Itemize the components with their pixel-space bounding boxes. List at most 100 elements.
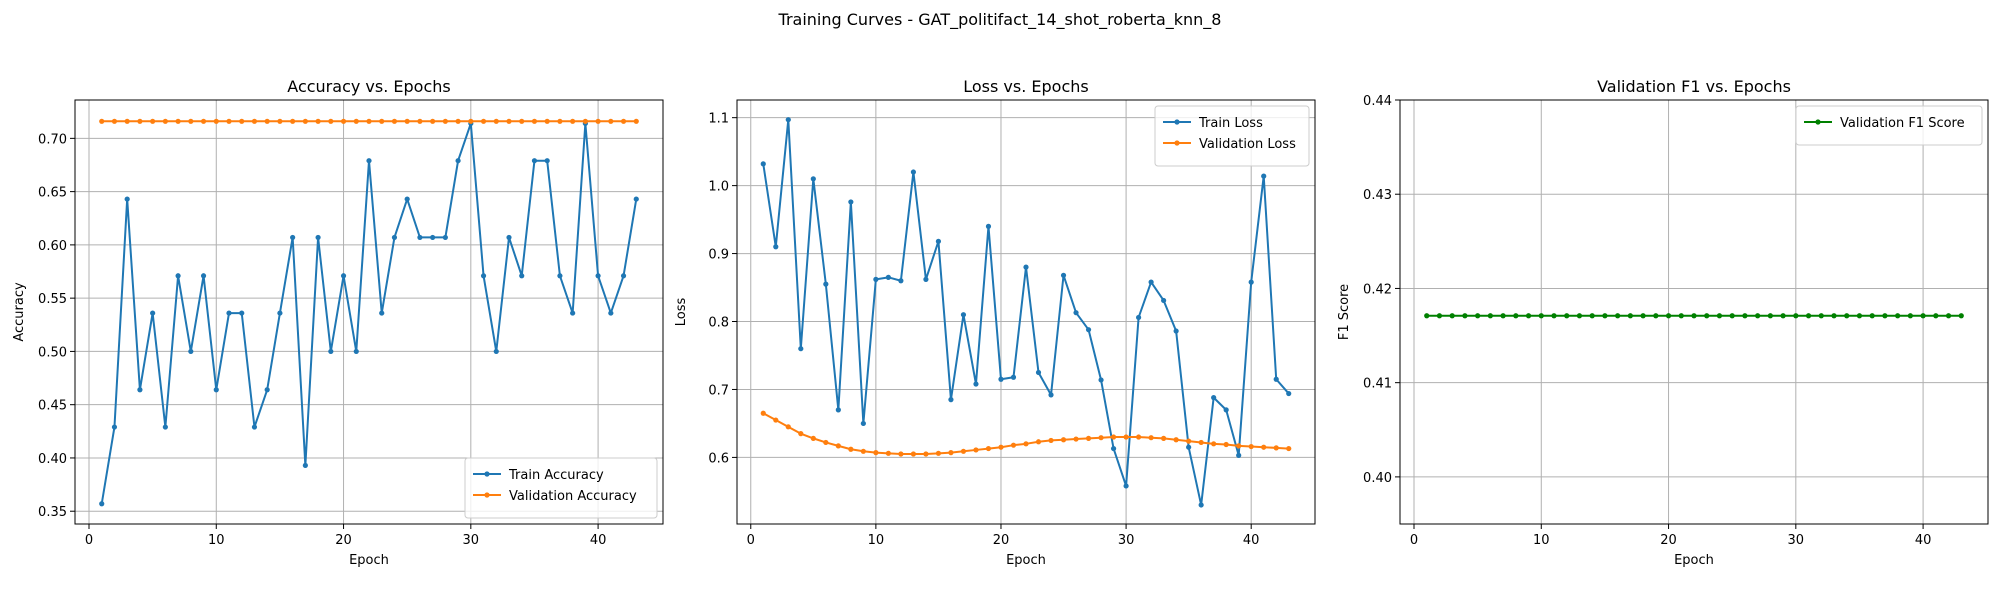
accuracy-validation-accuracy-point [531, 118, 538, 124]
loss-train-loss-point [1048, 392, 1054, 398]
loss-train-loss-point [823, 281, 829, 287]
loss-x-tick-label: 0 [747, 533, 755, 548]
loss-train-loss-point [773, 244, 779, 250]
accuracy-validation-accuracy-point [290, 118, 296, 124]
accuracy-chart-title: Accuracy vs. Epochs [287, 77, 450, 96]
loss-chart-title: Loss vs. Epochs [963, 77, 1088, 96]
loss-validation-loss-point [1186, 438, 1192, 444]
f1-x-tick-label: 20 [1660, 533, 1677, 548]
accuracy-validation-accuracy-point [519, 118, 525, 124]
accuracy-validation-accuracy-point [264, 118, 270, 124]
f1-y-tick-label: 0.41 [1363, 377, 1392, 392]
accuracy-train-accuracy-point [200, 273, 207, 279]
loss-validation-loss-point [985, 445, 992, 452]
accuracy-chart: 0 10 20 30 40 0.35 0.40 0.45 0.50 0.55 0.60 0.65 0.7… [12, 77, 664, 568]
f1-validation-f1-score-point [1653, 313, 1659, 319]
accuracy-validation-accuracy-point [379, 118, 385, 124]
loss-validation-loss-point [885, 450, 891, 456]
loss-train-loss-point [1010, 374, 1017, 380]
accuracy-y-tick-label: 0.50 [38, 345, 67, 360]
accuracy-legend-swatch-marker [484, 471, 490, 477]
accuracy-train-accuracy-point [506, 234, 512, 241]
f1-validation-f1-score-point [1704, 313, 1710, 319]
f1-validation-f1-score-point [1780, 313, 1786, 319]
accuracy-validation-accuracy-point [213, 118, 219, 124]
loss-validation-loss-point [785, 424, 791, 430]
f1-validation-f1-score-point [1755, 313, 1761, 319]
accuracy-train-accuracy-point [570, 310, 576, 316]
loss-train-loss-point [1173, 328, 1179, 334]
loss-validation-loss-point [1010, 442, 1017, 448]
f1-validation-f1-score-point [1500, 313, 1506, 319]
accuracy-legend-entry: Validation Accuracy [473, 489, 637, 504]
accuracy-x-tick-label: 30 [463, 533, 480, 548]
loss-validation-loss-point [798, 431, 804, 437]
accuracy-train-accuracy-point [430, 234, 436, 241]
f1-legend: Validation F1 Score [1795, 105, 1983, 146]
loss-train-loss-point [923, 276, 929, 282]
loss-train-loss-point [1085, 327, 1092, 333]
accuracy-legend-box [464, 457, 658, 519]
loss-validation-loss-point [1211, 441, 1217, 447]
accuracy-validation-accuracy-point [353, 118, 359, 124]
f1-legend-entry: Validation F1 Score [1804, 116, 1965, 131]
accuracy-validation-accuracy-point [366, 118, 372, 124]
accuracy-validation-accuracy-point [493, 118, 499, 124]
f1-validation-f1-score-point [1576, 313, 1583, 319]
loss-validation-loss-point [860, 448, 866, 454]
accuracy-train-accuracy-point [124, 196, 130, 202]
loss-validation-loss-point [1098, 435, 1104, 441]
f1-validation-f1-score-point [1538, 313, 1544, 319]
accuracy-y-tick-label: 0.55 [38, 292, 67, 307]
f1-validation-f1-score-point [1487, 313, 1493, 319]
loss-validation-loss-point [1136, 434, 1142, 440]
accuracy-axes-frame [74, 99, 664, 525]
f1-validation-f1-score-point [1729, 313, 1735, 319]
loss-train-loss-point [1110, 445, 1117, 452]
accuracy-validation-accuracy-point [162, 118, 168, 124]
accuracy-x-tick-label: 20 [335, 533, 352, 548]
loss-validation-loss-point [1161, 435, 1167, 441]
loss-train-loss-point [835, 407, 841, 413]
accuracy-validation-accuracy-point [608, 118, 614, 124]
loss-x-tick-label: 30 [1118, 533, 1135, 548]
accuracy-train-accuracy-point [340, 273, 347, 279]
f1-validation-f1-score-point [1602, 313, 1608, 319]
loss-validation-loss-point [923, 451, 929, 457]
loss-train-loss-point [985, 223, 992, 229]
loss-axes-frame [736, 99, 1316, 525]
accuracy-train-accuracy-point [239, 310, 245, 316]
accuracy-validation-accuracy-point [226, 118, 232, 124]
loss-y-tick-label: 0.8 [708, 316, 729, 331]
loss-validation-loss-point [948, 450, 954, 456]
loss-train-loss-point [1273, 376, 1279, 382]
accuracy-validation-accuracy-point [570, 118, 576, 124]
f1-validation-f1-score-point [1933, 313, 1939, 319]
f1-chart-title: Validation F1 vs. Epochs [1597, 77, 1791, 96]
loss-validation-loss-point [1073, 436, 1079, 442]
f1-validation-f1-score-point [1958, 313, 1964, 319]
loss-validation-loss-point [935, 450, 942, 456]
accuracy-validation-accuracy-point [480, 118, 487, 124]
f1-validation-f1-score-point [1462, 313, 1468, 319]
loss-y-tick-label: 1.1 [708, 112, 729, 127]
loss-validation-loss-point [1248, 443, 1254, 450]
f1-validation-f1-score-point [1895, 313, 1901, 319]
accuracy-validation-accuracy-point [430, 118, 436, 124]
loss-chart: 0 10 20 30 40 0.6 0.7 0.8 0.9 1.0 1.1 Loss vs. Epoc… [674, 77, 1316, 568]
accuracy-validation-accuracy-point [200, 118, 207, 124]
accuracy-validation-accuracy-point [468, 118, 474, 124]
loss-train-loss-point [1211, 395, 1217, 401]
accuracy-train-accuracy-point [531, 158, 538, 164]
loss-train-loss-point [935, 238, 942, 244]
accuracy-validation-accuracy-point [251, 118, 258, 124]
f1-y-tick-label: 0.43 [1363, 188, 1392, 203]
loss-train-loss-point [973, 381, 979, 387]
loss-y-tick-label: 0.6 [708, 451, 729, 466]
loss-train-loss-point [1161, 297, 1167, 304]
loss-train-loss-point [885, 274, 891, 280]
accuracy-validation-accuracy-point [544, 118, 550, 124]
f1-validation-f1-score-point [1907, 313, 1913, 319]
f1-validation-f1-score-point [1615, 313, 1621, 319]
accuracy-validation-accuracy-point [328, 118, 334, 124]
